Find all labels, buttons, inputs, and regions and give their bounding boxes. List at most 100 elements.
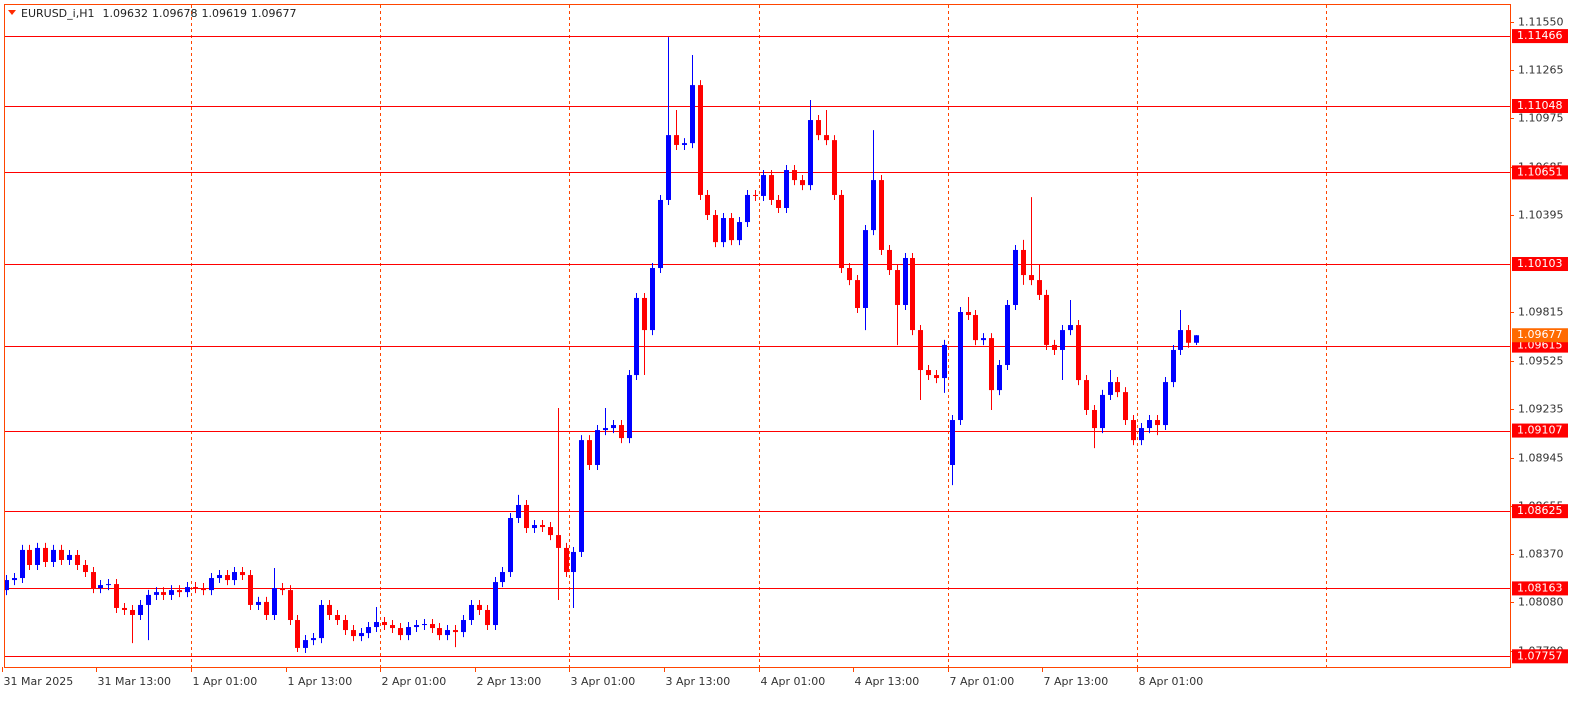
candle-body bbox=[1178, 330, 1183, 350]
candle-body bbox=[327, 604, 332, 615]
candle-body bbox=[729, 218, 734, 241]
candle-body bbox=[642, 297, 647, 331]
last-price-label: 1.09677 bbox=[1517, 328, 1563, 341]
candle-body bbox=[1052, 344, 1057, 350]
candle-body bbox=[453, 630, 458, 633]
ohlc-open: 1.09632 bbox=[102, 7, 148, 20]
y-tick-label: 1.08370 bbox=[1518, 548, 1564, 561]
candle-body bbox=[280, 588, 285, 591]
candle-body bbox=[493, 582, 498, 626]
candle-body bbox=[1068, 325, 1073, 331]
candle-body bbox=[579, 440, 584, 552]
candle-body bbox=[20, 549, 25, 579]
x-tick-label: 3 Apr 13:00 bbox=[666, 675, 731, 688]
candle-body bbox=[1084, 380, 1089, 410]
level-label: 1.10651 bbox=[1517, 165, 1563, 178]
level-label-box bbox=[1512, 165, 1568, 180]
candle-body bbox=[43, 547, 48, 562]
candle-body bbox=[548, 527, 553, 536]
candle-body bbox=[611, 425, 616, 429]
candle-body bbox=[887, 249, 892, 271]
candle-body bbox=[997, 365, 1002, 391]
candle-body bbox=[966, 312, 971, 316]
candle-body bbox=[343, 620, 348, 631]
menu-triangle bbox=[8, 10, 16, 15]
candle-body bbox=[398, 628, 403, 636]
level-label-box bbox=[1512, 29, 1568, 44]
candle-body bbox=[690, 85, 695, 144]
candle-body bbox=[745, 194, 750, 223]
level-label: 1.11466 bbox=[1517, 29, 1563, 42]
candle-body bbox=[1186, 330, 1191, 343]
candle-body bbox=[1013, 249, 1018, 305]
candle-body bbox=[918, 330, 923, 371]
candle-body bbox=[1005, 304, 1010, 366]
candle-body bbox=[4, 580, 9, 591]
candle-body bbox=[359, 633, 364, 637]
candle-body bbox=[366, 627, 371, 634]
candle-body bbox=[12, 578, 17, 581]
candle-body bbox=[674, 135, 679, 145]
candle-body bbox=[154, 592, 159, 595]
candle-body bbox=[1037, 280, 1042, 295]
candle-body bbox=[524, 504, 529, 529]
candle-body bbox=[1092, 409, 1097, 429]
level-label: 1.10103 bbox=[1517, 257, 1563, 270]
candle-body bbox=[477, 604, 482, 610]
candle-body bbox=[75, 554, 80, 565]
candle-body bbox=[1123, 392, 1128, 421]
ohlc-low: 1.09619 bbox=[201, 7, 247, 20]
x-tick-label: 7 Apr 01:00 bbox=[950, 675, 1015, 688]
candle-body bbox=[942, 344, 947, 379]
candle-body bbox=[240, 572, 245, 576]
candle-body bbox=[508, 518, 513, 573]
candle-body bbox=[130, 609, 135, 615]
candle-body bbox=[1155, 420, 1160, 426]
y-tick-label: 1.10395 bbox=[1518, 209, 1564, 222]
candle-body bbox=[721, 218, 726, 243]
ohlc-close: 1.09677 bbox=[251, 7, 297, 20]
candle-body bbox=[698, 85, 703, 195]
candle-body bbox=[288, 590, 293, 621]
symbol: EURUSD_i,H1 bbox=[21, 7, 94, 20]
level-label-box bbox=[1512, 257, 1568, 272]
level-label-box bbox=[1512, 649, 1568, 664]
candle-body bbox=[264, 601, 269, 615]
x-tick-label: 2 Apr 13:00 bbox=[477, 675, 542, 688]
candle-body bbox=[808, 120, 813, 186]
candle-body bbox=[666, 135, 671, 200]
candle-body bbox=[1131, 420, 1136, 441]
candle-body bbox=[248, 575, 253, 605]
candle-body bbox=[540, 525, 545, 528]
x-tick-label: 4 Apr 13:00 bbox=[855, 675, 920, 688]
candle-body bbox=[414, 625, 419, 628]
y-tick-label: 1.08945 bbox=[1518, 452, 1564, 465]
candle-body bbox=[682, 143, 687, 145]
candle-body bbox=[532, 525, 537, 529]
x-tick-label: 8 Apr 01:00 bbox=[1139, 675, 1204, 688]
candle-body bbox=[1044, 294, 1049, 345]
candle-body bbox=[863, 230, 868, 308]
candle-body bbox=[161, 592, 166, 595]
candle-body bbox=[619, 425, 624, 439]
x-tick-label: 3 Apr 01:00 bbox=[571, 675, 636, 688]
candle-body bbox=[335, 614, 340, 621]
last-price-box bbox=[1512, 328, 1568, 343]
candle-body bbox=[311, 638, 316, 641]
candle-body bbox=[406, 627, 411, 636]
candle-body bbox=[950, 420, 955, 466]
level-label: 1.09107 bbox=[1517, 424, 1563, 437]
candle-body bbox=[981, 338, 986, 341]
candle-body bbox=[1108, 382, 1113, 395]
candle-body bbox=[816, 120, 821, 136]
candle-body bbox=[232, 572, 237, 581]
candle-body bbox=[737, 222, 742, 241]
candle-body bbox=[485, 609, 490, 626]
candle-body bbox=[27, 549, 32, 565]
x-tick-label: 1 Apr 01:00 bbox=[193, 675, 258, 688]
x-tick-label: 31 Mar 2025 bbox=[4, 675, 74, 688]
candle-body bbox=[177, 590, 182, 593]
candle-body bbox=[587, 440, 592, 466]
